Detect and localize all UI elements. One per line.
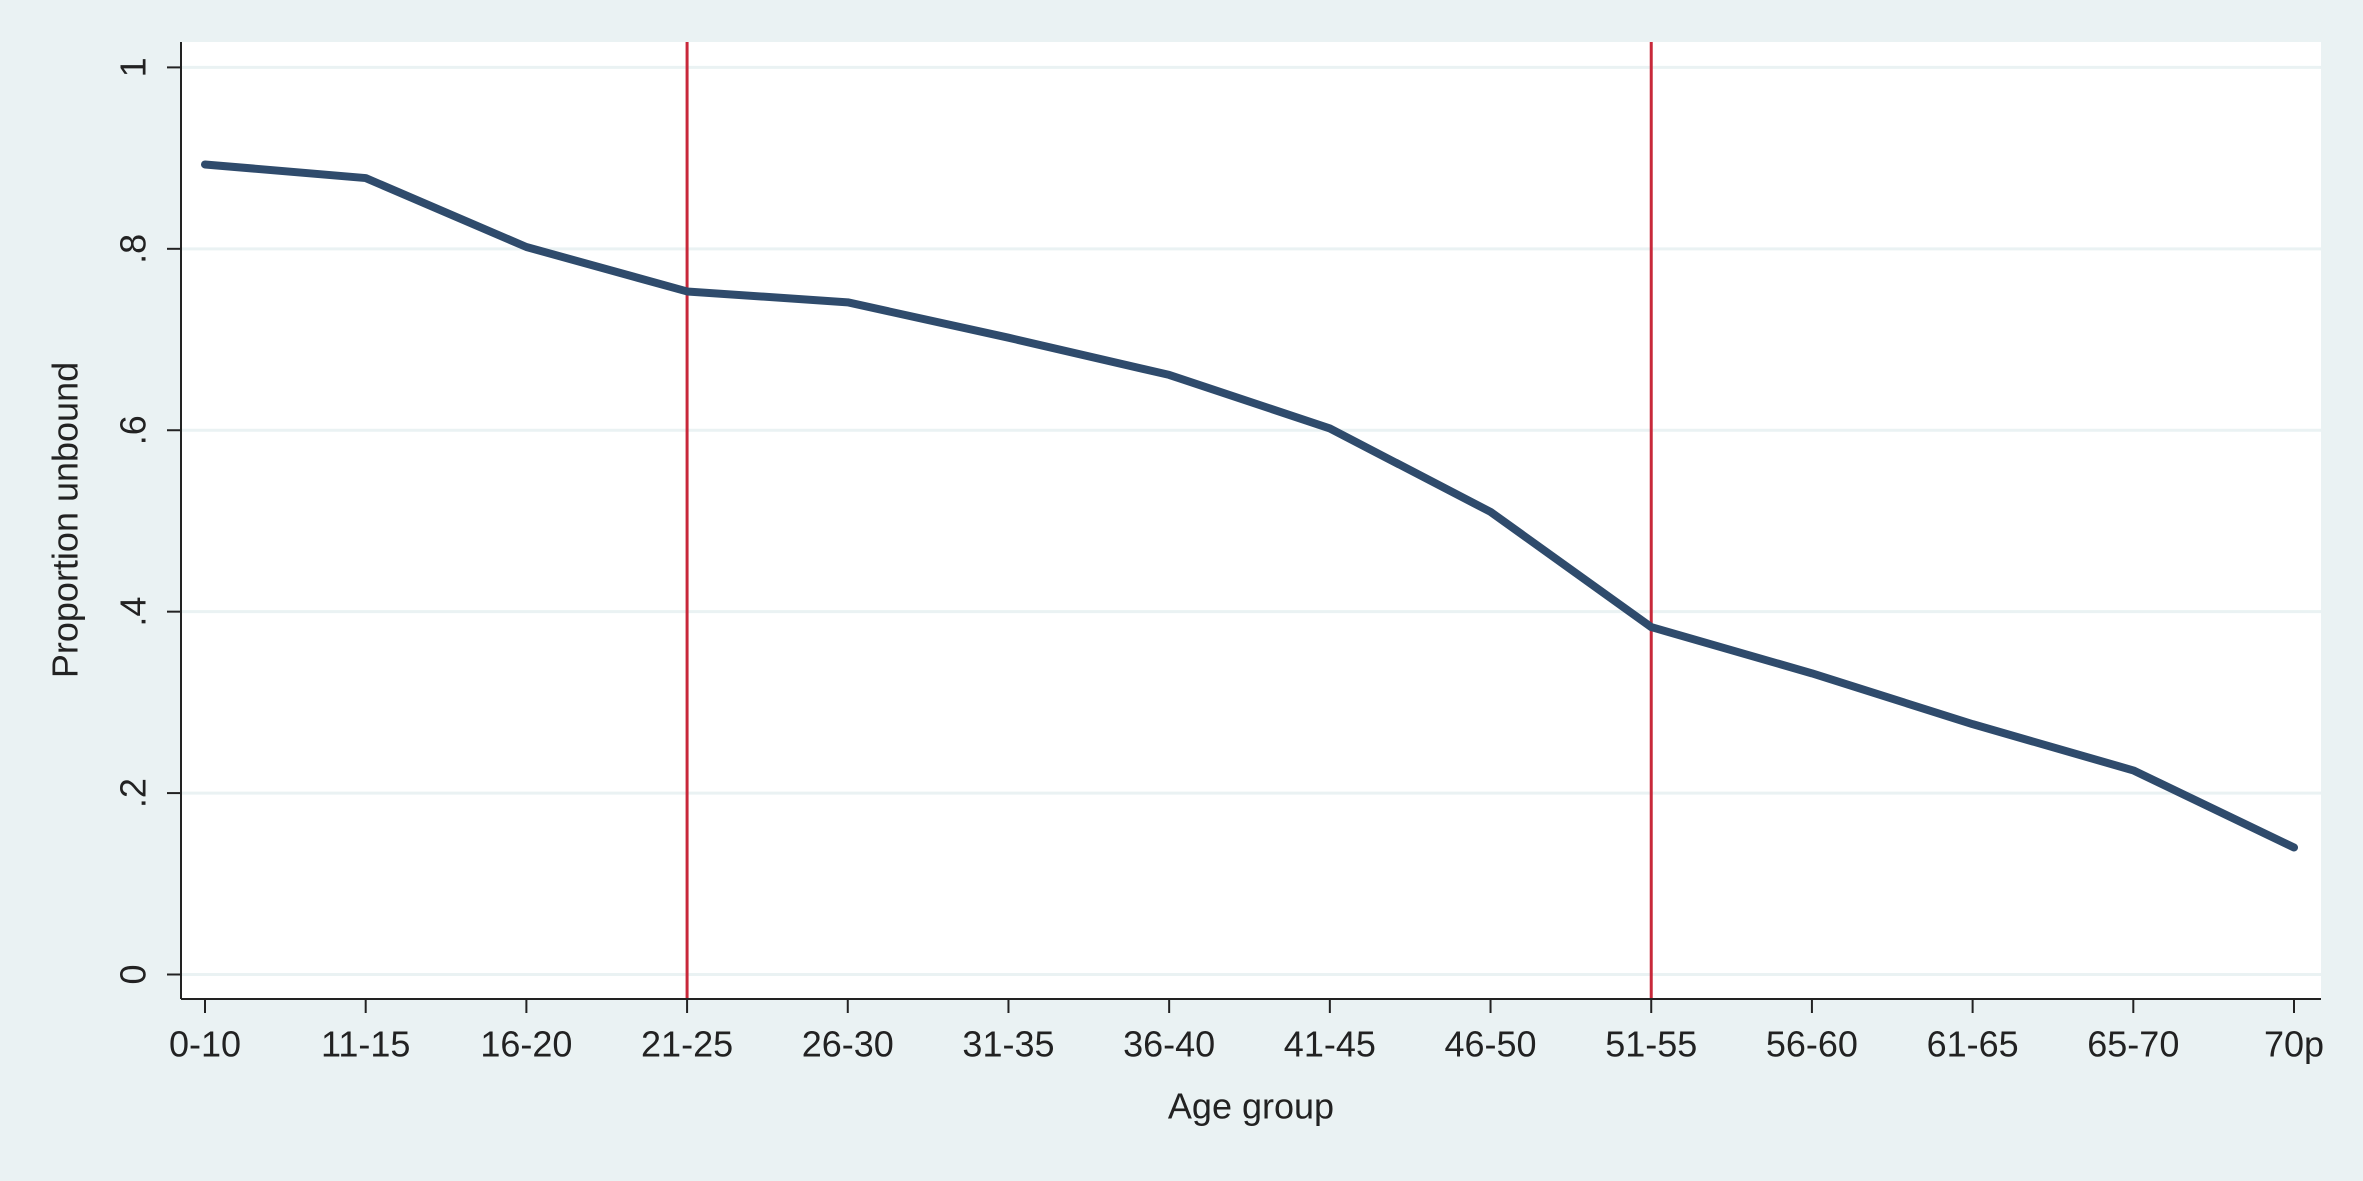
x-tick-label: 21-25 bbox=[641, 1024, 733, 1065]
y-tick-label: .8 bbox=[113, 234, 154, 264]
x-tick-label: 26-30 bbox=[802, 1024, 894, 1065]
y-tick-label: .4 bbox=[113, 597, 154, 627]
x-tick-label: 11-15 bbox=[321, 1024, 410, 1065]
x-tick-label: 51-55 bbox=[1605, 1024, 1697, 1065]
x-axis-title: Age group bbox=[1168, 1086, 1334, 1127]
x-tick-label: 61-65 bbox=[1927, 1024, 2019, 1065]
x-tick-label: 31-35 bbox=[962, 1024, 1054, 1065]
y-tick-label: 0 bbox=[113, 964, 154, 984]
data-line bbox=[201, 160, 2298, 852]
x-tick-label: 41-45 bbox=[1284, 1024, 1376, 1065]
y-tick-label: 1 bbox=[113, 57, 154, 77]
x-tick-label: 16-20 bbox=[480, 1024, 572, 1065]
plot-area bbox=[181, 42, 2321, 999]
x-tick-label: 36-40 bbox=[1123, 1024, 1215, 1065]
x-tick-label: 46-50 bbox=[1444, 1024, 1536, 1065]
x-tick-label: 70p bbox=[2264, 1024, 2324, 1065]
x-tick-label: 56-60 bbox=[1766, 1024, 1858, 1065]
x-tick-label: 0-10 bbox=[169, 1024, 241, 1065]
y-tick-label: .6 bbox=[113, 415, 154, 445]
y-axis-title: Proportion unbound bbox=[45, 362, 86, 678]
y-tick-label: .2 bbox=[113, 778, 154, 808]
x-tick-label: 65-70 bbox=[2087, 1024, 2179, 1065]
